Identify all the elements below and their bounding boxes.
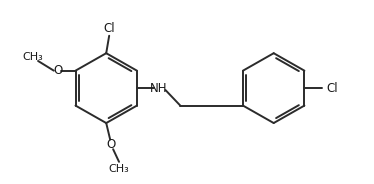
Text: O: O (53, 64, 62, 77)
Text: CH₃: CH₃ (109, 164, 129, 174)
Text: CH₃: CH₃ (23, 52, 43, 62)
Text: Cl: Cl (326, 82, 338, 95)
Text: O: O (107, 138, 116, 151)
Text: NH: NH (150, 82, 167, 95)
Text: Cl: Cl (103, 22, 115, 36)
